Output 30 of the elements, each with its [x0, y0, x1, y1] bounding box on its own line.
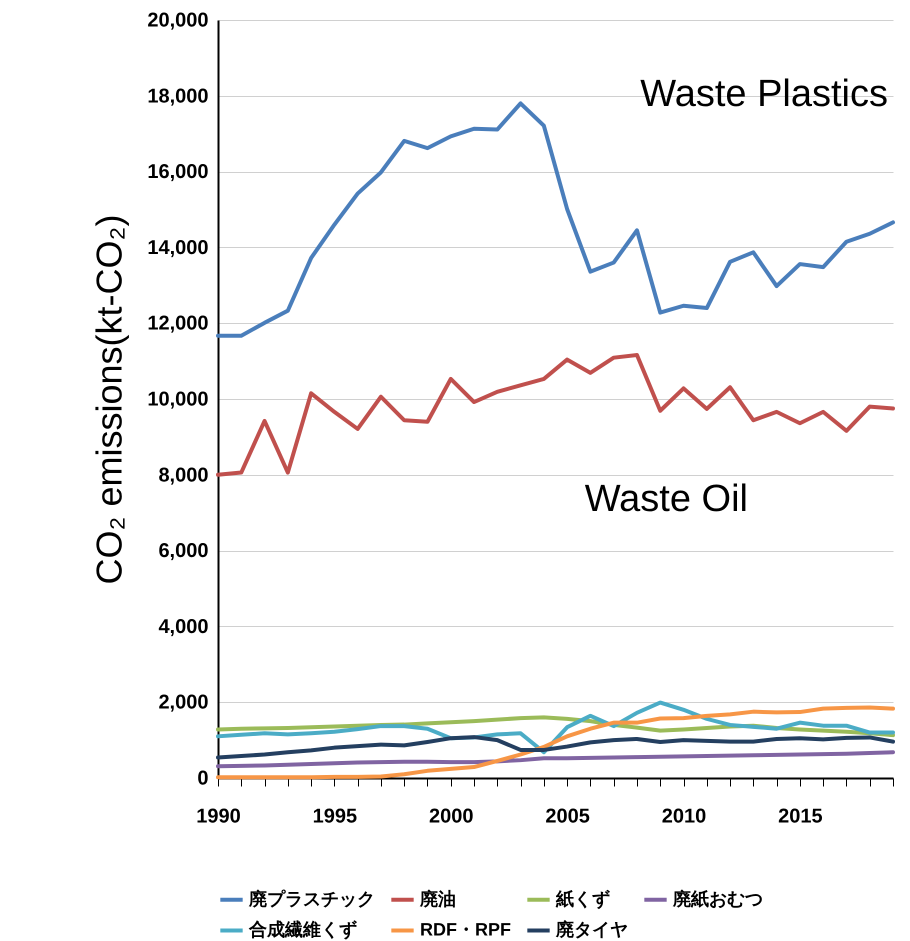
y-tick-label: 6,000	[158, 540, 208, 562]
legend-label: 廃油	[419, 888, 456, 909]
legend-label: RDF・RPF	[420, 920, 511, 940]
y-tick-label: 14,000	[147, 236, 208, 259]
line-series	[216, 750, 895, 768]
x-tick-label: 2010	[662, 806, 706, 828]
legend-label: 紙くず	[555, 888, 610, 910]
y-tick-label: 2,000	[158, 692, 208, 714]
x-tick-label: 1995	[312, 806, 358, 828]
y-tick-label: 4,000	[158, 616, 208, 638]
y-tick-label: 16,000	[147, 161, 208, 184]
x-tick-label: 2015	[778, 806, 823, 828]
x-tick-label: 1990	[196, 806, 241, 828]
line-series	[216, 735, 895, 760]
annotation: Waste Oil	[584, 478, 748, 520]
legend-label: 廃タイヤ	[555, 920, 628, 940]
y-tick-label: 8,000	[158, 464, 208, 486]
y-tick-label: 10,000	[147, 388, 208, 410]
annotation: Waste Plastics	[640, 73, 888, 115]
y-tick-label: 12,000	[147, 312, 208, 335]
x-tick-label: 2005	[545, 806, 590, 828]
y-axis-title: CO₂ emissions(kt-CO₂)	[88, 214, 130, 584]
line-series	[216, 353, 895, 477]
y-tick-label: 18,000	[147, 85, 208, 108]
y-tick-label: 20,000	[147, 10, 208, 32]
legend-label: 廃紙おむつ	[672, 888, 763, 909]
y-tick-label: 0	[197, 768, 208, 790]
x-tick-label: 2000	[429, 806, 474, 828]
legend-label: 合成繊維くず	[248, 920, 357, 940]
legend-label: 廃プラスチック	[248, 888, 375, 909]
